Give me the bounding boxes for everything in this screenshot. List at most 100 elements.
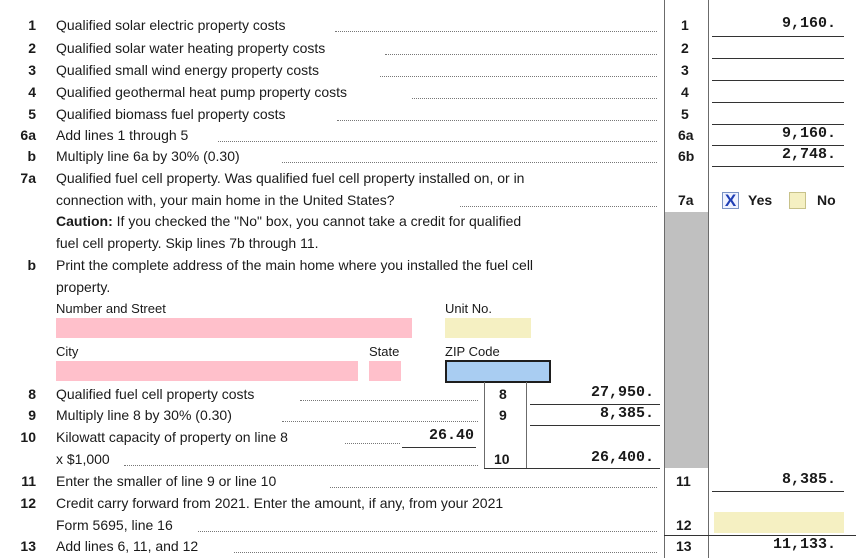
right-column-divider-mid [708,0,709,558]
state-label: State [369,344,400,359]
line-7b-text: Print the complete address of the main h… [56,257,534,273]
zip-input[interactable] [445,360,551,383]
line-description: Qualified solar electric property costs [56,17,286,33]
amount-underline [712,491,844,492]
line-13-amount[interactable]: 11,133. [772,536,836,553]
line-1-amount[interactable]: 9,160. [781,15,836,32]
subbox-divider-left [484,382,485,468]
line-number: 2 [28,40,36,56]
line-7a-text: Qualified fuel cell property. Was qualif… [56,170,525,186]
line-number: 1 [28,17,36,33]
amount-underline [712,36,844,37]
box-separator [664,535,856,536]
line-description: Qualified solar water heating property c… [56,40,326,56]
line-number: 4 [28,84,36,100]
line-number: 10 [20,429,36,445]
line-description: Qualified biomass fuel property costs [56,106,286,122]
line-number: 6a [20,127,36,143]
box-number: 6a [678,127,694,143]
line-6b-amount[interactable]: 2,748. [781,146,836,163]
leader-dots [345,442,400,444]
leader-dots [198,530,657,532]
line-description: Enter the smaller of line 9 or line 10 [56,473,277,489]
leader-dots [124,464,478,466]
kw-underline [402,447,476,448]
x-mark-icon: X [724,191,737,210]
leader-dots [385,53,657,55]
leader-dots [460,205,657,207]
leader-dots [380,75,657,77]
line-description: Add lines 1 through 5 [56,127,189,143]
line-description: Add lines 6, 11, and 12 [56,538,199,554]
box-number: 12 [676,517,692,533]
line-11-amount[interactable]: 8,385. [781,471,836,488]
amount-underline [530,425,660,426]
leader-dots [300,399,478,401]
leader-dots [337,119,657,121]
street-input[interactable] [56,318,412,338]
box-number: 4 [681,84,689,100]
box-number: 10 [494,451,510,467]
line-number: 3 [28,62,36,78]
yes-checkbox[interactable]: X [722,192,739,209]
right-column-divider-left [664,0,665,558]
line-number: 5 [28,106,36,122]
line-description: Qualified small wind energy property cos… [56,62,320,78]
no-checkbox[interactable] [789,192,806,209]
leader-dots [412,97,657,99]
amount-underline [530,404,660,405]
line-number: 9 [28,407,36,423]
box-number: 5 [681,106,689,122]
line-9-amount[interactable]: 8,385. [599,405,654,422]
no-label: No [817,192,836,208]
zip-label: ZIP Code [445,344,500,359]
line-10-text-cont: x $1,000 [56,451,110,467]
line-number: 11 [21,473,36,489]
box-number: 7a [678,192,694,208]
line-description: Qualified geothermal heat pump property … [56,84,348,100]
subbox-divider-right [526,382,527,468]
leader-dots [234,551,657,553]
amount-underline [712,166,844,167]
line-number: 8 [28,386,36,402]
box-number: 13 [676,538,692,554]
line-6a-amount[interactable]: 9,160. [781,125,836,142]
street-label: Number and Street [56,301,166,316]
line-number: b [27,148,36,164]
box-number: 11 [676,473,691,489]
box-number: 6b [678,148,695,164]
kw-capacity-amount[interactable]: 26.40 [428,427,474,444]
amount-underline [712,58,844,59]
line-description: Multiply line 6a by 30% (0.30) [56,148,240,164]
caution-note: Caution: If you checked the "No" box, yo… [56,213,521,229]
line-7b-text-cont: property. [56,279,111,295]
box-number: 2 [681,40,689,56]
amount-underline [712,145,844,146]
amount-underline [712,102,844,103]
line-12-amount[interactable] [714,512,844,533]
leader-dots [218,140,657,142]
caution-text: If you checked the "No" box, you cannot … [112,213,522,229]
line-8-amount[interactable]: 27,950. [590,384,654,401]
leader-dots [330,486,657,488]
state-input[interactable] [369,361,401,381]
city-input[interactable] [56,361,358,381]
box-number: 9 [499,407,507,423]
line-number: 12 [20,495,36,511]
leader-dots [335,30,657,32]
amount-underline [712,124,844,125]
line-10-amount[interactable]: 26,400. [590,449,654,466]
leader-dots [282,161,657,163]
city-label: City [56,344,79,359]
line-number: 13 [20,538,36,554]
line-description: Kilowatt capacity of property on line 8 [56,429,288,445]
line-number: b [27,257,36,273]
box-number: 1 [681,17,689,33]
caution-label: Caution: [56,213,113,229]
unit-label: Unit No. [445,301,492,316]
caution-text-cont: fuel cell property. Skip lines 7b throug… [56,235,319,251]
unit-input[interactable] [445,318,531,338]
shaded-area [665,212,708,468]
line-description: Qualified fuel cell property costs [56,386,255,402]
line-12-text: Credit carry forward from 2021. Enter th… [56,495,504,511]
